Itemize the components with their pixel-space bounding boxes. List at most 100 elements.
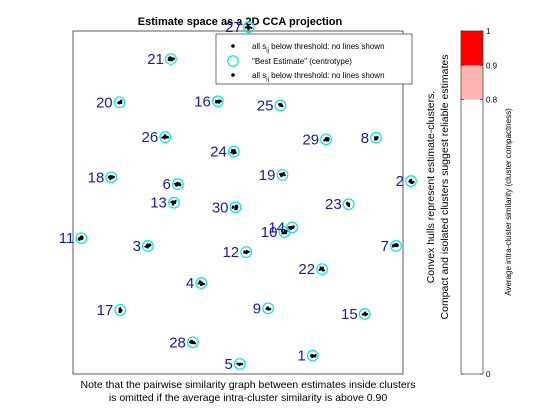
cluster-17-label: 17 [97, 302, 114, 319]
cluster-16-centrotype [211, 95, 224, 108]
cluster-18-point [108, 175, 111, 178]
cluster-3-point [146, 245, 149, 248]
cluster-5-centrotype [233, 358, 246, 370]
cluster-19-point [281, 173, 284, 177]
cluster-30-label: 30 [212, 199, 229, 216]
cluster-29-point [326, 137, 329, 140]
legend-entry-1: all sij below threshold: no lines shown [252, 42, 385, 54]
cluster-9-point [267, 308, 270, 311]
cluster-8-point [375, 136, 378, 140]
cluster-10-point [281, 232, 284, 235]
cluster-12-point [247, 250, 250, 253]
cluster-4-point [200, 283, 203, 286]
legend-marker-points-1 [231, 44, 235, 48]
cluster-18-point [109, 178, 112, 181]
cluster-17-centrotype [114, 304, 127, 316]
cluster-29-centrotype [320, 133, 332, 146]
cluster-28-point [193, 341, 196, 345]
cluster-25-label: 25 [257, 97, 274, 114]
cluster-30-point [234, 208, 237, 211]
cluster-26-point [164, 135, 167, 138]
cluster-5: 5 [224, 356, 246, 373]
cluster-12: 12 [222, 244, 253, 261]
cluster-3-point [149, 244, 152, 247]
cluster-13-point [173, 201, 176, 204]
cluster-5-label: 5 [224, 356, 232, 373]
cluster-15-point [361, 313, 364, 316]
cluster-29-point [326, 139, 329, 142]
cluster-15: 15 [341, 306, 371, 323]
colorbar-tick-label-0: 0 [486, 370, 491, 379]
cluster-2: 2 [396, 173, 417, 190]
cluster-2-label: 2 [396, 173, 404, 190]
cluster-28-point [191, 341, 194, 344]
cluster-30-point [236, 206, 239, 209]
cluster-20-centrotype [113, 96, 126, 109]
cluster-21-point [169, 58, 172, 61]
cluster-14-point [288, 226, 291, 229]
cluster-25-point [278, 104, 282, 107]
cluster-22-point [319, 266, 322, 269]
cluster-9-centrotype [262, 302, 275, 315]
cluster-3: 3 [133, 238, 154, 255]
colorbar-tick-label-3: 1 [486, 27, 491, 36]
cluster-27-point [247, 24, 250, 27]
cluster-10: 10 [261, 224, 291, 241]
cluster-15-point [363, 312, 366, 315]
cluster-28-label: 28 [169, 334, 186, 351]
cluster-1-centrotype [306, 349, 319, 362]
cluster-7-centrotype [390, 240, 402, 252]
colorbar-band-1 [461, 65, 483, 100]
cluster-3-label: 3 [133, 238, 141, 255]
cluster-16-point [216, 99, 219, 103]
cluster-14: 14 [268, 219, 299, 236]
cluster-1-point [312, 354, 315, 357]
cluster-2-point [409, 180, 412, 183]
legend-box [215, 33, 413, 85]
cluster-3-centrotype [142, 240, 154, 252]
cluster-27-centrotype [242, 21, 255, 34]
cluster-16-label: 16 [194, 93, 211, 110]
cluster-20-point [118, 100, 121, 104]
cluster-17: 17 [97, 302, 127, 319]
cluster-18-label: 18 [88, 169, 105, 186]
cluster-23-point [345, 202, 349, 205]
cluster-6-point [178, 184, 182, 187]
cluster-11-centrotype [75, 232, 88, 245]
cluster-14-centrotype [286, 221, 299, 234]
cluster-24-centrotype [227, 145, 240, 158]
legend: all sij below threshold: no lines shown … [215, 33, 413, 85]
chart-title: Estimate space as a 2D CCA projection [138, 16, 343, 28]
cluster-15-label: 15 [341, 306, 358, 323]
cluster-21-label: 21 [147, 51, 164, 68]
cluster-21-point [167, 57, 170, 60]
cluster-6-point [175, 182, 179, 185]
cluster-2-centrotype [405, 175, 417, 187]
cluster-13-point [171, 201, 174, 204]
cluster-24: 24 [210, 144, 240, 161]
cluster-21-point [172, 57, 176, 60]
cluster-1: 1 [297, 348, 319, 365]
cluster-6-centrotype [171, 178, 184, 191]
cluster-19-label: 19 [259, 167, 276, 184]
cluster-2-point [412, 180, 415, 184]
cluster-13: 13 [150, 195, 180, 212]
cluster-23-label: 23 [325, 196, 342, 213]
cluster-12-point [243, 251, 246, 254]
cluster-28: 28 [169, 334, 199, 351]
cluster-9: 9 [253, 300, 275, 317]
cluster-9-point [266, 306, 270, 309]
cluster-11-point [81, 237, 84, 240]
legend-marker-points-2 [231, 73, 235, 77]
cluster-18-centrotype [105, 171, 118, 184]
cluster-13-label: 13 [150, 195, 167, 212]
cluster-19-point [283, 174, 286, 177]
cluster-8: 8 [361, 130, 382, 147]
cluster-12-point [245, 251, 249, 254]
cluster-22-centrotype [316, 263, 328, 276]
cluster-22-label: 22 [298, 261, 315, 278]
cluster-14-point [290, 225, 293, 228]
cluster-12-centrotype [240, 246, 253, 259]
